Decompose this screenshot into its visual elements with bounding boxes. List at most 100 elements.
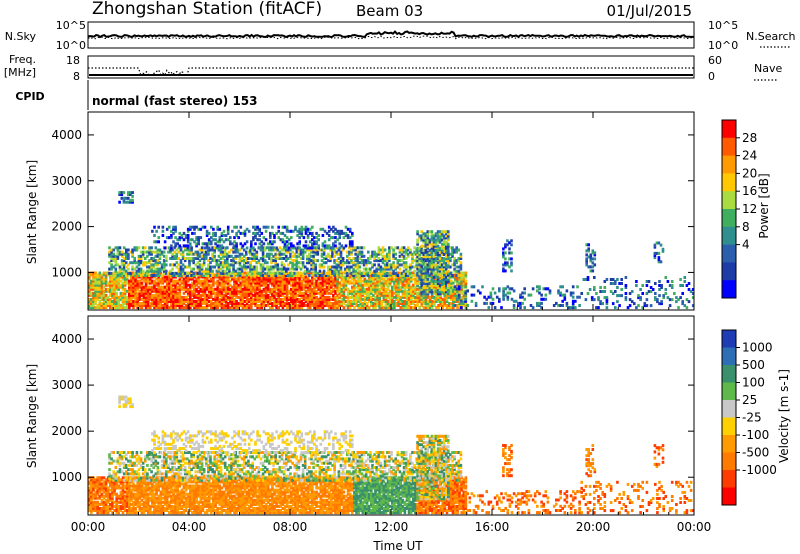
echo-cell (342, 231, 346, 235)
echo-cell (92, 281, 95, 285)
echo-cell (323, 244, 327, 248)
echo-cell (112, 257, 115, 260)
echo-cell (254, 295, 257, 299)
echo-cell (199, 297, 203, 301)
echo-cell (302, 304, 306, 307)
echo-cell (557, 289, 560, 293)
echo-cell (157, 285, 160, 289)
echo-cell (239, 297, 243, 301)
echo-cell (306, 283, 310, 287)
echo-cell (111, 300, 114, 303)
echo-cell (174, 279, 177, 283)
echo-cell (139, 257, 143, 260)
echo-cell (466, 304, 469, 307)
echo-cell (252, 279, 255, 283)
echo-cell (237, 229, 240, 233)
echo-cell (277, 295, 280, 299)
echo-cell (447, 292, 450, 296)
echo-cell (344, 287, 348, 291)
echo-cell (280, 263, 284, 267)
echo-cell (243, 275, 247, 279)
echo-cell (289, 274, 292, 277)
echo-cell (90, 273, 93, 277)
echo-cell (342, 279, 346, 283)
echo-cell (329, 257, 332, 260)
echo-cell (458, 281, 461, 285)
echo-cell (218, 293, 222, 297)
echo-cell (334, 306, 337, 310)
echo-cell (386, 304, 390, 307)
echo-cell (300, 293, 304, 297)
echo-cell (292, 293, 295, 297)
echo-cell (148, 248, 151, 252)
echo-cell (523, 291, 526, 295)
echo-cell (223, 248, 227, 252)
echo-cell (426, 271, 430, 275)
echo-cell (264, 238, 268, 242)
echo-cell (277, 287, 280, 291)
echo-cell (333, 265, 336, 269)
echo-cell (98, 271, 102, 275)
echo-cell (311, 295, 314, 299)
echo-cell (434, 279, 438, 283)
echo-cell (181, 267, 185, 271)
echo-cell (434, 282, 438, 285)
echo-cell (436, 284, 440, 288)
echo-cell (249, 265, 252, 269)
echo-cell (308, 306, 312, 310)
echo-cell (333, 250, 336, 254)
echo-cell (391, 300, 394, 303)
echo-cell (365, 271, 369, 275)
echo-cell (405, 281, 409, 285)
echo-cell (462, 271, 466, 275)
echo-cell (380, 300, 384, 303)
echo-cell (146, 277, 150, 281)
echo-cell (100, 279, 104, 283)
echo-cell (462, 304, 466, 307)
echo-cell (321, 281, 325, 285)
echo-cell (146, 300, 150, 303)
echo-cell (447, 271, 450, 275)
echo-cell (295, 271, 299, 275)
echo-cell (311, 242, 314, 246)
echo-cell (111, 283, 114, 287)
echo-cell (269, 295, 272, 299)
echo-cell (271, 297, 274, 301)
echo-cell (407, 293, 411, 297)
echo-cell (209, 269, 212, 273)
echo-cell (457, 287, 461, 291)
echo-cell (168, 293, 171, 297)
echo-cell (298, 279, 301, 283)
echo-cell (282, 248, 286, 252)
echo-cell (348, 269, 351, 273)
echo-cell (351, 287, 354, 291)
echo-cell (183, 257, 187, 260)
echo-cell (434, 250, 438, 254)
echo-cell (238, 257, 242, 260)
echo-cell (94, 287, 97, 291)
echo-cell (174, 302, 177, 305)
echo-cell (146, 295, 150, 299)
echo-cell (308, 285, 312, 289)
echo-cell (199, 304, 203, 307)
echo-cell (287, 302, 291, 305)
echo-cell (447, 284, 450, 288)
echo-cell (207, 289, 211, 293)
echo-cell (181, 252, 185, 256)
echo-cell (576, 295, 579, 299)
echo-cell (182, 277, 186, 281)
echo-cell (261, 265, 265, 269)
echo-cell (250, 295, 253, 299)
echo-cell (308, 261, 311, 265)
echo-cell (152, 265, 155, 269)
echo-cell (177, 263, 181, 267)
echo-cell (331, 248, 334, 252)
echo-cell (418, 289, 421, 293)
echo-cell (379, 248, 383, 252)
echo-cell (586, 278, 590, 281)
echo-cell (144, 306, 148, 310)
echo-cell (182, 291, 186, 295)
echo-cell (300, 229, 304, 233)
echo-cell (324, 257, 328, 260)
echo-cell (397, 304, 400, 307)
